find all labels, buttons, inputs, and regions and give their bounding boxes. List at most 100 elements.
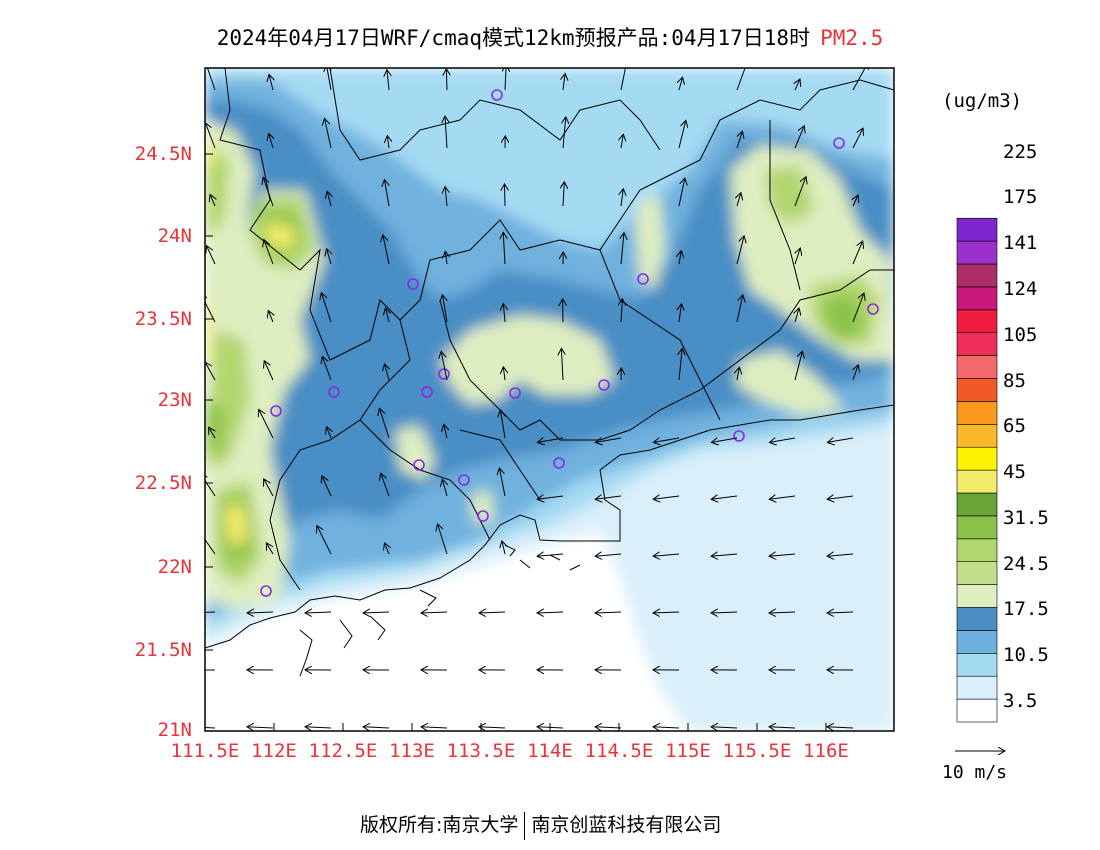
wind-arrow [678,120,686,149]
colorbar-swatch [956,492,998,517]
wind-arrow [205,294,216,323]
wind-arrow [502,541,505,555]
colorbar-swatch [956,561,998,585]
wind-arrow [794,351,802,381]
lat-tick-label: 23.5N [134,308,192,330]
wind-arrow [205,68,216,91]
wind-arrow [736,295,743,323]
wind-arrow [621,189,623,207]
wind-arrow [852,128,863,149]
lat-tick-label: 21.5N [134,639,192,661]
wind-arrow [563,117,566,149]
wind-arrow [384,364,389,381]
colorbar-label: 24.5 [1003,553,1049,575]
wind-arrow [769,727,796,728]
colorbar-label: 105 [1003,324,1038,346]
wind-arrow [563,182,564,207]
wind-arrow [852,241,863,265]
lon-tick-label: 112.5E [308,740,378,762]
band-45-east [825,295,865,340]
wind-arrow [205,530,216,555]
band-24-5-sz [395,425,495,525]
wind-arrow [827,612,854,613]
colorbar-label: 225 [1003,141,1038,163]
colorbar-swatch [956,630,998,654]
wind-arrow [711,612,738,613]
wind-arrow [205,727,216,729]
wind-arrow [421,727,448,728]
wind-arrow [205,611,216,613]
colorbar-swatch [956,515,998,540]
wind-arrow [595,438,622,442]
wind-arrow [445,187,447,207]
wind-arrow [379,408,390,439]
city-markers [260,89,879,597]
wind-arrow [853,365,858,381]
wind-arrow [317,526,332,555]
lat-tick-label: 21N [157,719,192,741]
wind-arrow [441,351,448,381]
wind-arrow [210,194,215,207]
wind-arrow [205,123,216,149]
wind-arrow [653,496,680,499]
wind-arrow [737,367,739,381]
wind-arrow [795,248,800,265]
chart-title: 2024年04月17日WRF/cmaq模式12km预报产品:04月17日18时 P… [0,22,1100,52]
wind-arrow [325,118,332,149]
colorbar-swatch [956,446,998,471]
wind-arrow [853,195,858,207]
band-65-west [205,145,298,548]
wind-arrow [205,474,216,497]
wind-arrow [595,496,622,499]
footer-company: 南京创蓝科技有限公司 [531,814,722,836]
concentration-field [205,68,894,731]
wind-arrow [205,362,216,381]
lon-tick-label: 112E [251,740,297,762]
wind-arrow [852,293,864,323]
colorbar-swatch [956,355,998,379]
wind-arrow [266,543,274,555]
wind-arrow [384,180,389,207]
wind-arrow [503,232,505,265]
lon-tick-label: 113.5E [446,740,516,762]
wind-arrow [852,68,868,91]
wind-arrow [479,612,506,613]
colorbar-swatch [956,286,998,311]
wind-arrow [653,438,680,442]
wind-arrow [446,69,447,91]
wind-arrow [326,427,331,439]
wind-arrow [505,184,506,207]
colorbar-swatch [956,309,998,333]
wind-arrow [263,177,274,207]
band-24-5-se [735,350,845,415]
lon-tick-label: 113E [389,740,435,762]
wind-arrow [711,727,738,728]
lat-tick-label: 22.5N [134,472,192,494]
wind-arrow [769,496,796,499]
wind-arrow [305,612,332,613]
wind-arrow [381,473,390,497]
colorbar-label: 45 [1003,461,1026,483]
wind-arrow [264,479,274,497]
wind-arrow [444,424,447,439]
colorbar-swatch [956,469,998,494]
wind-arrow [322,356,332,381]
wind-arrow [827,438,854,442]
wind-arrow [827,496,854,499]
wind-arrow [259,409,274,439]
wind-arrow [479,727,506,728]
wind-arrow [653,554,680,556]
wind-arrow [737,131,743,149]
wind-arrow [207,246,216,265]
wind-arrow [387,70,389,91]
colorbar-label: 17.5 [1003,598,1049,620]
wind-arrow [795,308,799,323]
wind-arrow [679,348,682,381]
lat-tick-label: 24N [157,225,192,247]
wind-arrow [827,554,854,556]
colorbar-label: 85 [1003,370,1026,392]
wind-arrow [383,235,390,265]
wind-arrow [247,727,274,728]
wind-arrow [327,249,331,265]
wind-arrow [445,251,447,265]
